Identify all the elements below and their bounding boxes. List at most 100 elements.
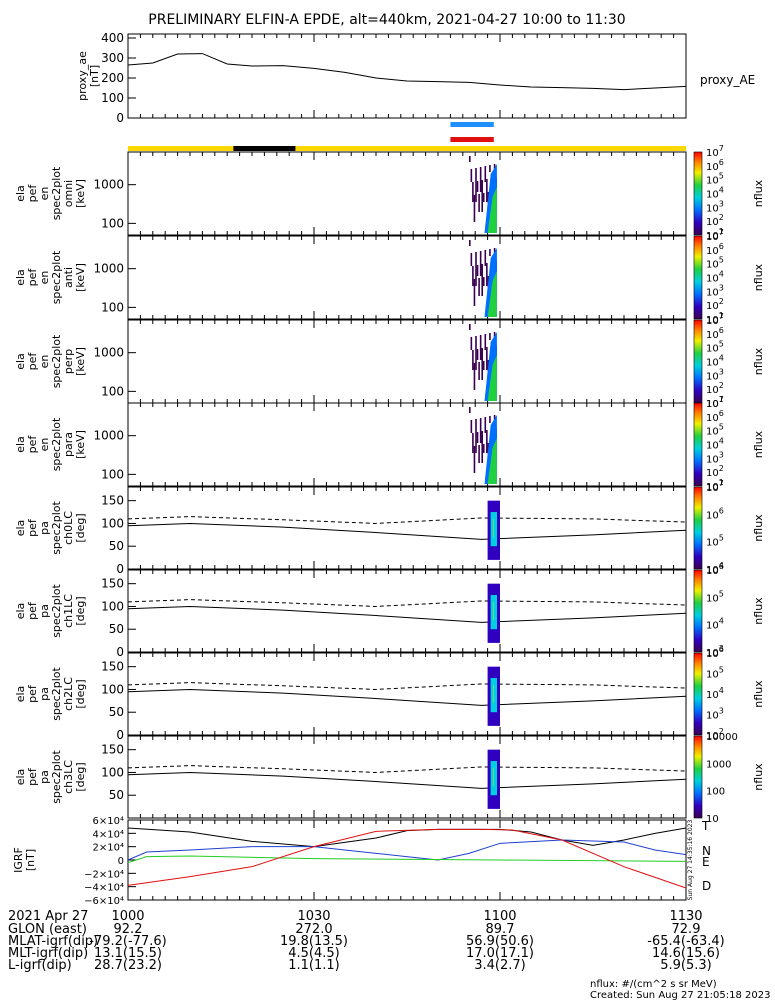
spectrogram-speck: [475, 168, 477, 202]
igrf-ytick-label: 6×10⁴: [93, 816, 124, 827]
loss-cone-line: [127, 605, 687, 623]
y-axis-label-line: ch0LC: [62, 511, 75, 545]
y-axis-label-line: pa: [38, 521, 51, 535]
footer-row-value: 14.6(15.6): [652, 946, 720, 961]
y-axis-label-line: spec2plot: [50, 584, 63, 638]
energy-ytick-label: 100: [101, 300, 124, 314]
science-zone-bar-blue: [450, 122, 494, 127]
proxy-ae-ytick-label: 100: [101, 91, 124, 105]
colorbar-tick-label: 103: [706, 367, 724, 382]
y-axis-label-line: [deg]: [74, 762, 87, 791]
footer-row-value: 1.1(1.1): [288, 958, 340, 973]
spectrogram-speck: [482, 361, 485, 370]
spectrogram-speck: [475, 252, 477, 286]
spectrogram-speck: [486, 263, 488, 286]
pitch-angle-frame: [127, 735, 687, 819]
spectrogram-speck: [481, 348, 483, 380]
colorbar-tick-label: 106: [706, 562, 724, 577]
igrf-legend-t: T: [701, 819, 710, 833]
colorbar-label-text: nflux: [752, 763, 765, 791]
spectrogram-speck: [469, 407, 471, 413]
igrf-stamp: Sun Aug 27 14:35:16 2023: [687, 820, 694, 901]
footer-row-label: MLT-igrf(dip): [8, 946, 88, 961]
plot-title: PRELIMINARY ELFIN-A EPDE, alt=440km, 202…: [148, 12, 625, 28]
loss-cone-line: [127, 688, 687, 706]
colorbar-tick-label: 103: [706, 707, 724, 722]
colorbar-tick-label: 104: [706, 437, 724, 452]
spectrogram-wedge-core: [487, 187, 497, 233]
footer-date: 2021 Apr 27: [8, 909, 88, 924]
colorbar-tick-label: 102: [706, 381, 724, 396]
colorbar-tick-label: 10: [706, 814, 719, 825]
footer-row-value: 13.1(15.5): [94, 946, 162, 961]
pitch-angle-frame: [127, 486, 687, 570]
pitch-ylabel: ela pef pa spec2plot ch0LC [deg]: [14, 501, 87, 555]
pitch-ytick-label: 0: [116, 728, 124, 742]
spectrogram-speck: [469, 156, 471, 162]
spectrogram-speck: [484, 166, 487, 182]
spectrogram-speck: [489, 416, 491, 423]
colorbar-label-text: nflux: [752, 680, 765, 708]
pitch-ytick-label: 100: [101, 682, 124, 696]
anti-loss-cone-line: [127, 765, 687, 773]
spectrogram-speck: [479, 251, 482, 276]
proxy-ae-panel-frame: [127, 33, 687, 119]
pitch-ytick-label: 150: [101, 577, 124, 591]
spectrogram-speck: [484, 334, 487, 350]
spectrogram-speck: [481, 264, 483, 296]
footer-row-value: -79.2(-77.6): [89, 934, 166, 949]
colorbar-tick-label: 104: [706, 686, 724, 701]
footer-row-value: 92.2: [114, 922, 143, 937]
spectrogram-speck: [479, 418, 482, 443]
units-note: nflux: #/(cm^2 s sr MeV): [590, 979, 717, 990]
colorbar-tick-label: 106: [706, 506, 724, 521]
spectrogram-speck: [472, 350, 474, 370]
energy-colorbar: [693, 235, 703, 320]
colorbar-tick-label: 106: [706, 409, 724, 424]
spectrogram-speck: [482, 277, 485, 286]
y-axis-label-line: pa: [38, 604, 51, 618]
pitch-ytick-label: 50: [109, 705, 124, 719]
energy-ytick-label: 100: [101, 467, 124, 481]
y-axis-label-line: [deg]: [74, 513, 87, 542]
colorbar-tick-label: 103: [706, 644, 724, 659]
igrf-ylabel: IGRF [nT]: [12, 847, 37, 873]
energy-ytick-label: 100: [101, 384, 124, 398]
colorbar-tick-label: 105: [706, 172, 724, 187]
igrf-ytick-label: 2×10⁴: [93, 843, 124, 854]
loss-cone-line: [127, 522, 687, 540]
y-axis-label-line: spec2plot: [50, 750, 63, 804]
colorbar-tick-label: 1000: [706, 759, 731, 770]
colorbar-tick-label: 102: [706, 297, 724, 312]
energy-ylabel: ela pef en spec2plot anti [keV]: [14, 250, 87, 304]
y-axis-label-line: ela: [14, 520, 27, 537]
colorbar-tick-label: 106: [706, 158, 724, 173]
y-axis-label-line: ch3LC: [62, 760, 75, 794]
y-axis-label-line: proxy_ae: [76, 51, 89, 101]
spectrogram-speck: [476, 181, 479, 192]
energy-colorbar: [693, 319, 703, 404]
proxy-ae-ytick-label: 400: [101, 31, 124, 45]
eclipse-bar: [233, 146, 296, 151]
igrf-line-d: [127, 828, 687, 889]
igrf-stamp-text: Sun Aug 27 14:35:16 2023: [687, 820, 694, 901]
colorbar-tick-label: 107: [706, 312, 724, 327]
colorbar-tick-label: 105: [706, 589, 724, 604]
science-zone-bar-red: [450, 137, 494, 142]
footer-row-value: 3.4(2.7): [474, 958, 526, 973]
colorbar-tick-label: 102: [706, 464, 724, 479]
colorbar-tick-label: 103: [706, 199, 724, 214]
colorbar-tick-label: 104: [706, 561, 724, 576]
spectrogram-speck: [476, 432, 479, 443]
colorbar-tick-label: 103: [706, 283, 724, 298]
energy-ytick-label: 1000: [93, 262, 124, 276]
footer-time-tick: 1030: [297, 909, 330, 924]
colorbar-tick-label: 105: [706, 340, 724, 355]
y-axis-label-line: [deg]: [74, 596, 87, 625]
y-axis-label-line: [deg]: [74, 679, 87, 708]
loss-cone-line: [127, 771, 687, 789]
pitch-ytick-label: 100: [101, 765, 124, 779]
spectrogram-speck: [472, 182, 474, 202]
pitch-ytick-label: 50: [109, 788, 124, 802]
